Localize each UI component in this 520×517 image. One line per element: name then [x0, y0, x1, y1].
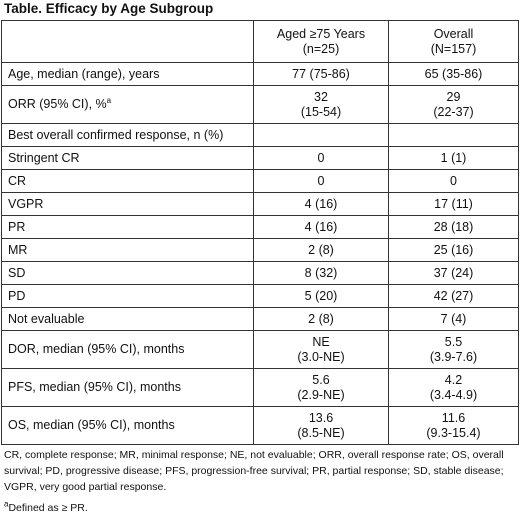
cell-aged75: 8 (32)	[253, 261, 389, 285]
cell-value: 11.6	[441, 410, 466, 425]
header-cell-label	[1, 20, 254, 63]
cell-value: 5.5	[444, 334, 463, 349]
cell-aged75: 0	[253, 146, 389, 170]
cell-ci: (3.9-7.6)	[429, 349, 478, 364]
cell-value: 29	[446, 89, 461, 104]
row-label: SD	[1, 261, 254, 285]
footnote-marker: a	[106, 95, 112, 105]
cell-overall: 17 (11)	[388, 192, 519, 216]
cell-aged75: 13.6 (8.5-NE)	[253, 406, 389, 445]
cell-ci: (3.4-4.9)	[429, 387, 478, 402]
cell-aged75: 2 (8)	[253, 307, 389, 331]
header-cell-aged75: Aged ≥75 Years (n=25)	[253, 20, 389, 63]
cell-overall: 25 (16)	[388, 238, 519, 262]
table-row: VGPR 4 (16) 17 (11)	[1, 192, 519, 216]
cell-overall: 1 (1)	[388, 146, 519, 170]
cell-overall: 65 (35-86)	[388, 62, 519, 86]
table-row: Best overall confirmed response, n (%)	[1, 123, 519, 147]
definition-note-text: Defined as ≥ PR.	[8, 502, 88, 514]
cell-aged75: 5.6 (2.9-NE)	[253, 368, 389, 407]
row-label: DOR, median (95% CI), months	[1, 330, 254, 369]
table-row: PFS, median (95% CI), months 5.6 (2.9-NE…	[1, 368, 519, 407]
table-row: MR 2 (8) 25 (16)	[1, 238, 519, 262]
table-row: Not evaluable 2 (8) 7 (4)	[1, 307, 519, 331]
cell-overall: 42 (27)	[388, 284, 519, 308]
cell-overall: 7 (4)	[388, 307, 519, 331]
table-row: PD 5 (20) 42 (27)	[1, 284, 519, 308]
abbreviations-footnote: CR, complete response; MR, minimal respo…	[4, 449, 504, 493]
table-title: Table. Efficacy by Age Subgroup	[4, 1, 214, 16]
table-row: CR 0 0	[1, 169, 519, 193]
cell-aged75: 4 (16)	[253, 192, 389, 216]
table-row: DOR, median (95% CI), months NE (3.0-NE)…	[1, 330, 519, 369]
cell-overall: 4.2 (3.4-4.9)	[388, 368, 519, 407]
row-label: CR	[1, 169, 254, 193]
row-label: MR	[1, 238, 254, 262]
cell-aged75	[253, 123, 389, 147]
row-label: Stringent CR	[1, 146, 254, 170]
table-row: PR 4 (16) 28 (18)	[1, 215, 519, 239]
cell-ci: (15-54)	[300, 104, 342, 119]
cell-aged75: NE (3.0-NE)	[253, 330, 389, 369]
cell-aged75: 77 (75-86)	[253, 62, 389, 86]
cell-ci: (3.0-NE)	[297, 349, 345, 364]
cell-value: 32	[314, 89, 328, 104]
row-label: VGPR	[1, 192, 254, 216]
cell-value: 13.6	[308, 410, 334, 425]
row-label: Best overall confirmed response, n (%)	[1, 123, 254, 147]
header-cell-overall: Overall (N=157)	[388, 20, 519, 63]
footnote-marker: a	[4, 499, 9, 509]
header-row: Aged ≥75 Years (n=25) Overall (N=157)	[1, 20, 519, 63]
header-overall-line2: (N=157)	[430, 41, 477, 56]
cell-value: NE	[312, 334, 330, 349]
cell-ci: (8.5-NE)	[297, 425, 345, 440]
cell-ci: (22-37)	[433, 104, 474, 119]
cell-value: 4.2	[444, 372, 463, 387]
row-label: ORR (95% CI), %	[8, 97, 107, 111]
cell-aged75: 4 (16)	[253, 215, 389, 239]
cell-aged75: 2 (8)	[253, 238, 389, 262]
table-row: ORR (95% CI), %a 32 (15-54) 29 (22-37)	[1, 85, 519, 124]
row-label: PFS, median (95% CI), months	[1, 368, 254, 407]
table-row: Age, median (range), years 77 (75-86) 65…	[1, 62, 519, 86]
row-label: Age, median (range), years	[1, 62, 254, 86]
cell-overall: 0	[388, 169, 519, 193]
row-label: Not evaluable	[1, 307, 254, 331]
cell-aged75: 32 (15-54)	[253, 85, 389, 124]
cell-ci: (2.9-NE)	[297, 387, 345, 402]
table-row: OS, median (95% CI), months 13.6 (8.5-NE…	[1, 406, 519, 445]
cell-overall: 5.5 (3.9-7.6)	[388, 330, 519, 369]
cell-overall: 11.6 (9.3-15.4)	[388, 406, 519, 445]
cell-aged75: 5 (20)	[253, 284, 389, 308]
header-aged75-line1: Aged ≥75 Years	[276, 26, 366, 41]
cell-overall: 28 (18)	[388, 215, 519, 239]
header-aged75-line2: (n=25)	[302, 41, 340, 56]
table-row: Stringent CR 0 1 (1)	[1, 146, 519, 170]
efficacy-table: Aged ≥75 Years (n=25) Overall (N=157) Ag…	[1, 20, 519, 445]
table-row: SD 8 (32) 37 (24)	[1, 261, 519, 285]
row-label: PD	[1, 284, 254, 308]
cell-value: 5.6	[312, 372, 330, 387]
row-label: PR	[1, 215, 254, 239]
row-label: OS, median (95% CI), months	[1, 406, 254, 445]
definition-note: aDefined as ≥ PR.	[4, 499, 88, 514]
cell-overall: 37 (24)	[388, 261, 519, 285]
cell-aged75: 0	[253, 169, 389, 193]
cell-overall: 29 (22-37)	[388, 85, 519, 124]
row-label-cell: ORR (95% CI), %a	[1, 85, 254, 124]
cell-overall	[388, 123, 519, 147]
cell-ci: (9.3-15.4)	[426, 425, 481, 440]
header-overall-line1: Overall	[433, 26, 474, 41]
